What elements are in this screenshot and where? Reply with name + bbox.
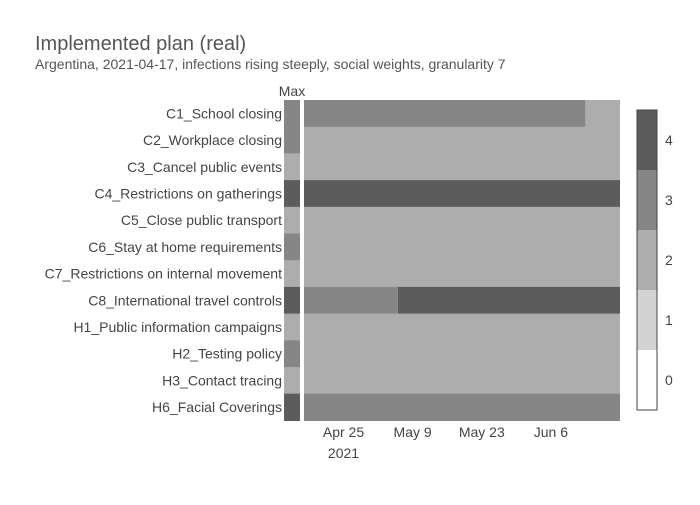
row-label: C6_Stay at home requirements bbox=[88, 239, 282, 255]
row-label: H3_Contact tracing bbox=[162, 372, 282, 388]
row-label: C7_Restrictions on internal movement bbox=[45, 266, 282, 282]
colorbar-swatch bbox=[637, 290, 657, 350]
heatmap-cell bbox=[397, 286, 620, 315]
row-label: C8_International travel controls bbox=[88, 292, 282, 308]
colorbar-tick-label: 1 bbox=[665, 312, 673, 328]
chart-subtitle: Argentina, 2021-04-17, infections rising… bbox=[35, 56, 506, 72]
max-cell bbox=[284, 260, 300, 288]
heatmap-cell bbox=[304, 393, 620, 421]
x-tick-year: 2021 bbox=[328, 445, 359, 461]
row-label: C1_School closing bbox=[166, 105, 282, 121]
row-label: C5_Close public transport bbox=[121, 212, 282, 228]
colorbar-tick-label: 3 bbox=[665, 192, 673, 208]
heatmap-cell bbox=[304, 340, 620, 368]
row-label: C3_Cancel public events bbox=[127, 159, 282, 175]
x-axis: Apr 25 2021 May 9 May 23 Jun 6 bbox=[323, 424, 568, 461]
max-cell bbox=[284, 153, 300, 181]
row-label: H2_Testing policy bbox=[172, 346, 282, 362]
colorbar-swatch bbox=[637, 110, 657, 170]
colorbar: 0 1 2 3 4 bbox=[636, 109, 673, 411]
max-cell bbox=[284, 206, 300, 235]
heatmap-cell bbox=[304, 233, 620, 261]
max-cell bbox=[284, 393, 300, 421]
colorbar-swatch bbox=[637, 350, 657, 410]
colorbar-tick-label: 0 bbox=[665, 372, 673, 388]
colorbar-tick-label: 4 bbox=[665, 132, 673, 148]
x-tick-label: May 23 bbox=[459, 424, 505, 440]
x-tick-label: Apr 25 bbox=[323, 424, 364, 440]
heatmap-cell bbox=[304, 367, 620, 395]
heatmap-cell bbox=[304, 206, 620, 235]
max-cell bbox=[284, 313, 300, 341]
heatmap-cell bbox=[304, 286, 398, 315]
max-cell bbox=[284, 286, 300, 315]
max-cell bbox=[284, 233, 300, 261]
max-cell bbox=[284, 367, 300, 395]
colorbar-tick-label: 2 bbox=[665, 252, 673, 268]
max-cell bbox=[284, 340, 300, 368]
row-labels: C1_School closing C2_Workplace closing C3_… bbox=[45, 105, 282, 415]
heatmap-cell bbox=[304, 126, 620, 154]
colorbar-outline bbox=[636, 109, 658, 411]
row-label: C4_Restrictions on gatherings bbox=[94, 185, 282, 201]
row-label: H6_Facial Coverings bbox=[152, 399, 282, 415]
heatmap-cell bbox=[585, 100, 620, 128]
x-tick-label: Jun 6 bbox=[534, 424, 568, 440]
chart-title: Implemented plan (real) bbox=[35, 33, 246, 55]
max-column bbox=[284, 100, 300, 421]
heatmap-cell bbox=[304, 260, 620, 288]
max-cell bbox=[284, 126, 300, 154]
max-cell bbox=[284, 100, 300, 128]
heatmap-cell bbox=[304, 313, 620, 341]
x-tick-label: May 9 bbox=[394, 424, 432, 440]
colorbar-swatch bbox=[637, 170, 657, 230]
colorbar-swatch bbox=[637, 230, 657, 290]
heatmap-cells bbox=[304, 100, 620, 421]
row-label: H1_Public information campaigns bbox=[73, 319, 282, 335]
heatmap-cell bbox=[304, 153, 620, 181]
heatmap-cell bbox=[304, 180, 620, 208]
heatmap-cell bbox=[304, 100, 586, 128]
max-column-header: Max bbox=[279, 83, 305, 99]
max-cell bbox=[284, 180, 300, 208]
row-label: C2_Workplace closing bbox=[143, 132, 282, 148]
